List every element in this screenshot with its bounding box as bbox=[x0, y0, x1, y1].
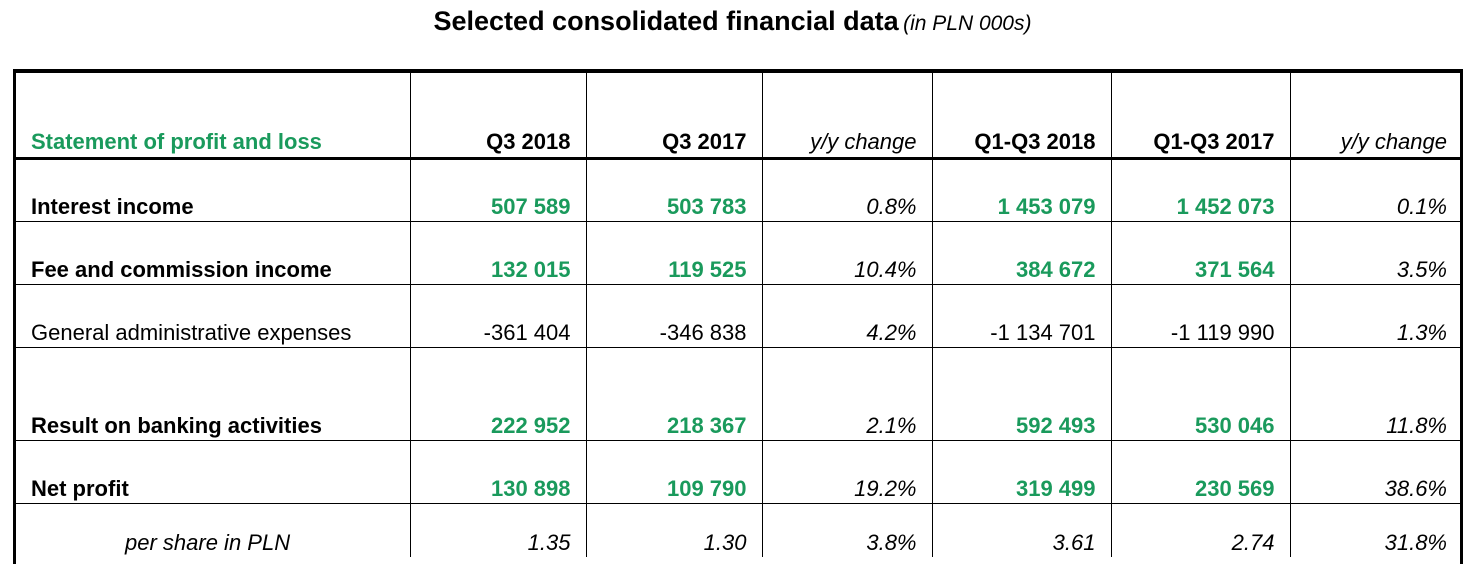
cell-value: 319 499 bbox=[932, 440, 1112, 504]
cell-value: 119 525 bbox=[586, 221, 763, 285]
row-label: Net profit bbox=[13, 440, 411, 504]
cell-value: 371 564 bbox=[1111, 221, 1291, 285]
row-label: Result on banking activities bbox=[13, 347, 411, 441]
cell-value: 592 493 bbox=[932, 347, 1112, 441]
cell-change: 10.4% bbox=[762, 221, 933, 285]
cell-value: 1.35 bbox=[410, 503, 587, 557]
cell-change: 0.8% bbox=[762, 158, 933, 222]
title-main: Selected consolidated financial data bbox=[433, 6, 899, 36]
cell-value: 130 898 bbox=[410, 440, 587, 504]
row-label: General administrative expenses bbox=[13, 284, 411, 348]
cell-value: 109 790 bbox=[586, 440, 763, 504]
cell-value: 507 589 bbox=[410, 158, 587, 222]
cell-value: 530 046 bbox=[1111, 347, 1291, 441]
table-row: Fee and commission income 132 015 119 52… bbox=[13, 221, 1463, 285]
cell-change: 31.8% bbox=[1384, 530, 1447, 555]
row-label: per share in PLN bbox=[13, 503, 411, 557]
cell-change: 4.2% bbox=[762, 284, 933, 348]
cell-value: 1.30 bbox=[586, 503, 763, 557]
table-row: General administrative expenses -361 404… bbox=[13, 284, 1463, 348]
cell-value: 1 453 079 bbox=[932, 158, 1112, 222]
cell-value: 3.61 bbox=[932, 503, 1112, 557]
cell-value: 132 015 bbox=[410, 221, 587, 285]
financial-data-table: Statement of profit and loss Q3 2018 Q3 … bbox=[13, 69, 1463, 557]
header-q3-2018: Q3 2018 bbox=[410, 69, 587, 160]
table-header-row: Statement of profit and loss Q3 2018 Q3 … bbox=[13, 69, 1463, 160]
header-q1q3-2017: Q1-Q3 2017 bbox=[1111, 69, 1291, 160]
table-row: Result on banking activities 222 952 218… bbox=[13, 347, 1463, 441]
cell-change: 19.2% bbox=[762, 440, 933, 504]
cell-value: -1 134 701 bbox=[932, 284, 1112, 348]
header-q1q3-2018: Q1-Q3 2018 bbox=[932, 69, 1112, 160]
header-yoy-q3: y/y change bbox=[762, 69, 933, 160]
row-label: Fee and commission income bbox=[13, 221, 411, 285]
cell-value: 230 569 bbox=[1111, 440, 1291, 504]
cell-value: 2.74 bbox=[1111, 503, 1291, 557]
cell-value: 222 952 bbox=[410, 347, 587, 441]
row-label: Interest income bbox=[13, 158, 411, 222]
cell-value: -1 119 990 bbox=[1111, 284, 1291, 348]
cell-change: 11.8% bbox=[1290, 347, 1463, 441]
cell-change: 3.5% bbox=[1290, 221, 1463, 285]
page-title: Selected consolidated financial data (in… bbox=[0, 6, 1465, 37]
table-row: Interest income 507 589 503 783 0.8% 1 4… bbox=[13, 158, 1463, 222]
cell-value: 503 783 bbox=[586, 158, 763, 222]
cell-value: -361 404 bbox=[410, 284, 587, 348]
cell-change: 3.8% bbox=[762, 503, 933, 557]
title-unit: (in PLN 000s) bbox=[903, 12, 1032, 35]
table-row: per share in PLN 1.35 1.30 3.8% 3.61 2.7… bbox=[13, 503, 1463, 557]
header-statement: Statement of profit and loss bbox=[13, 69, 411, 160]
cell-value: 384 672 bbox=[932, 221, 1112, 285]
cell-value: 1 452 073 bbox=[1111, 158, 1291, 222]
cell-value: -346 838 bbox=[586, 284, 763, 348]
cell-change: 0.1% bbox=[1290, 158, 1463, 222]
table-row: Net profit 130 898 109 790 19.2% 319 499… bbox=[13, 440, 1463, 504]
cell-change: 1.3% bbox=[1290, 284, 1463, 348]
cell-change: 2.1% bbox=[762, 347, 933, 441]
cell-value: 218 367 bbox=[586, 347, 763, 441]
header-yoy-q1q3: y/y change bbox=[1290, 69, 1463, 160]
cell-change: 38.6% bbox=[1290, 440, 1463, 504]
header-q3-2017: Q3 2017 bbox=[586, 69, 763, 160]
